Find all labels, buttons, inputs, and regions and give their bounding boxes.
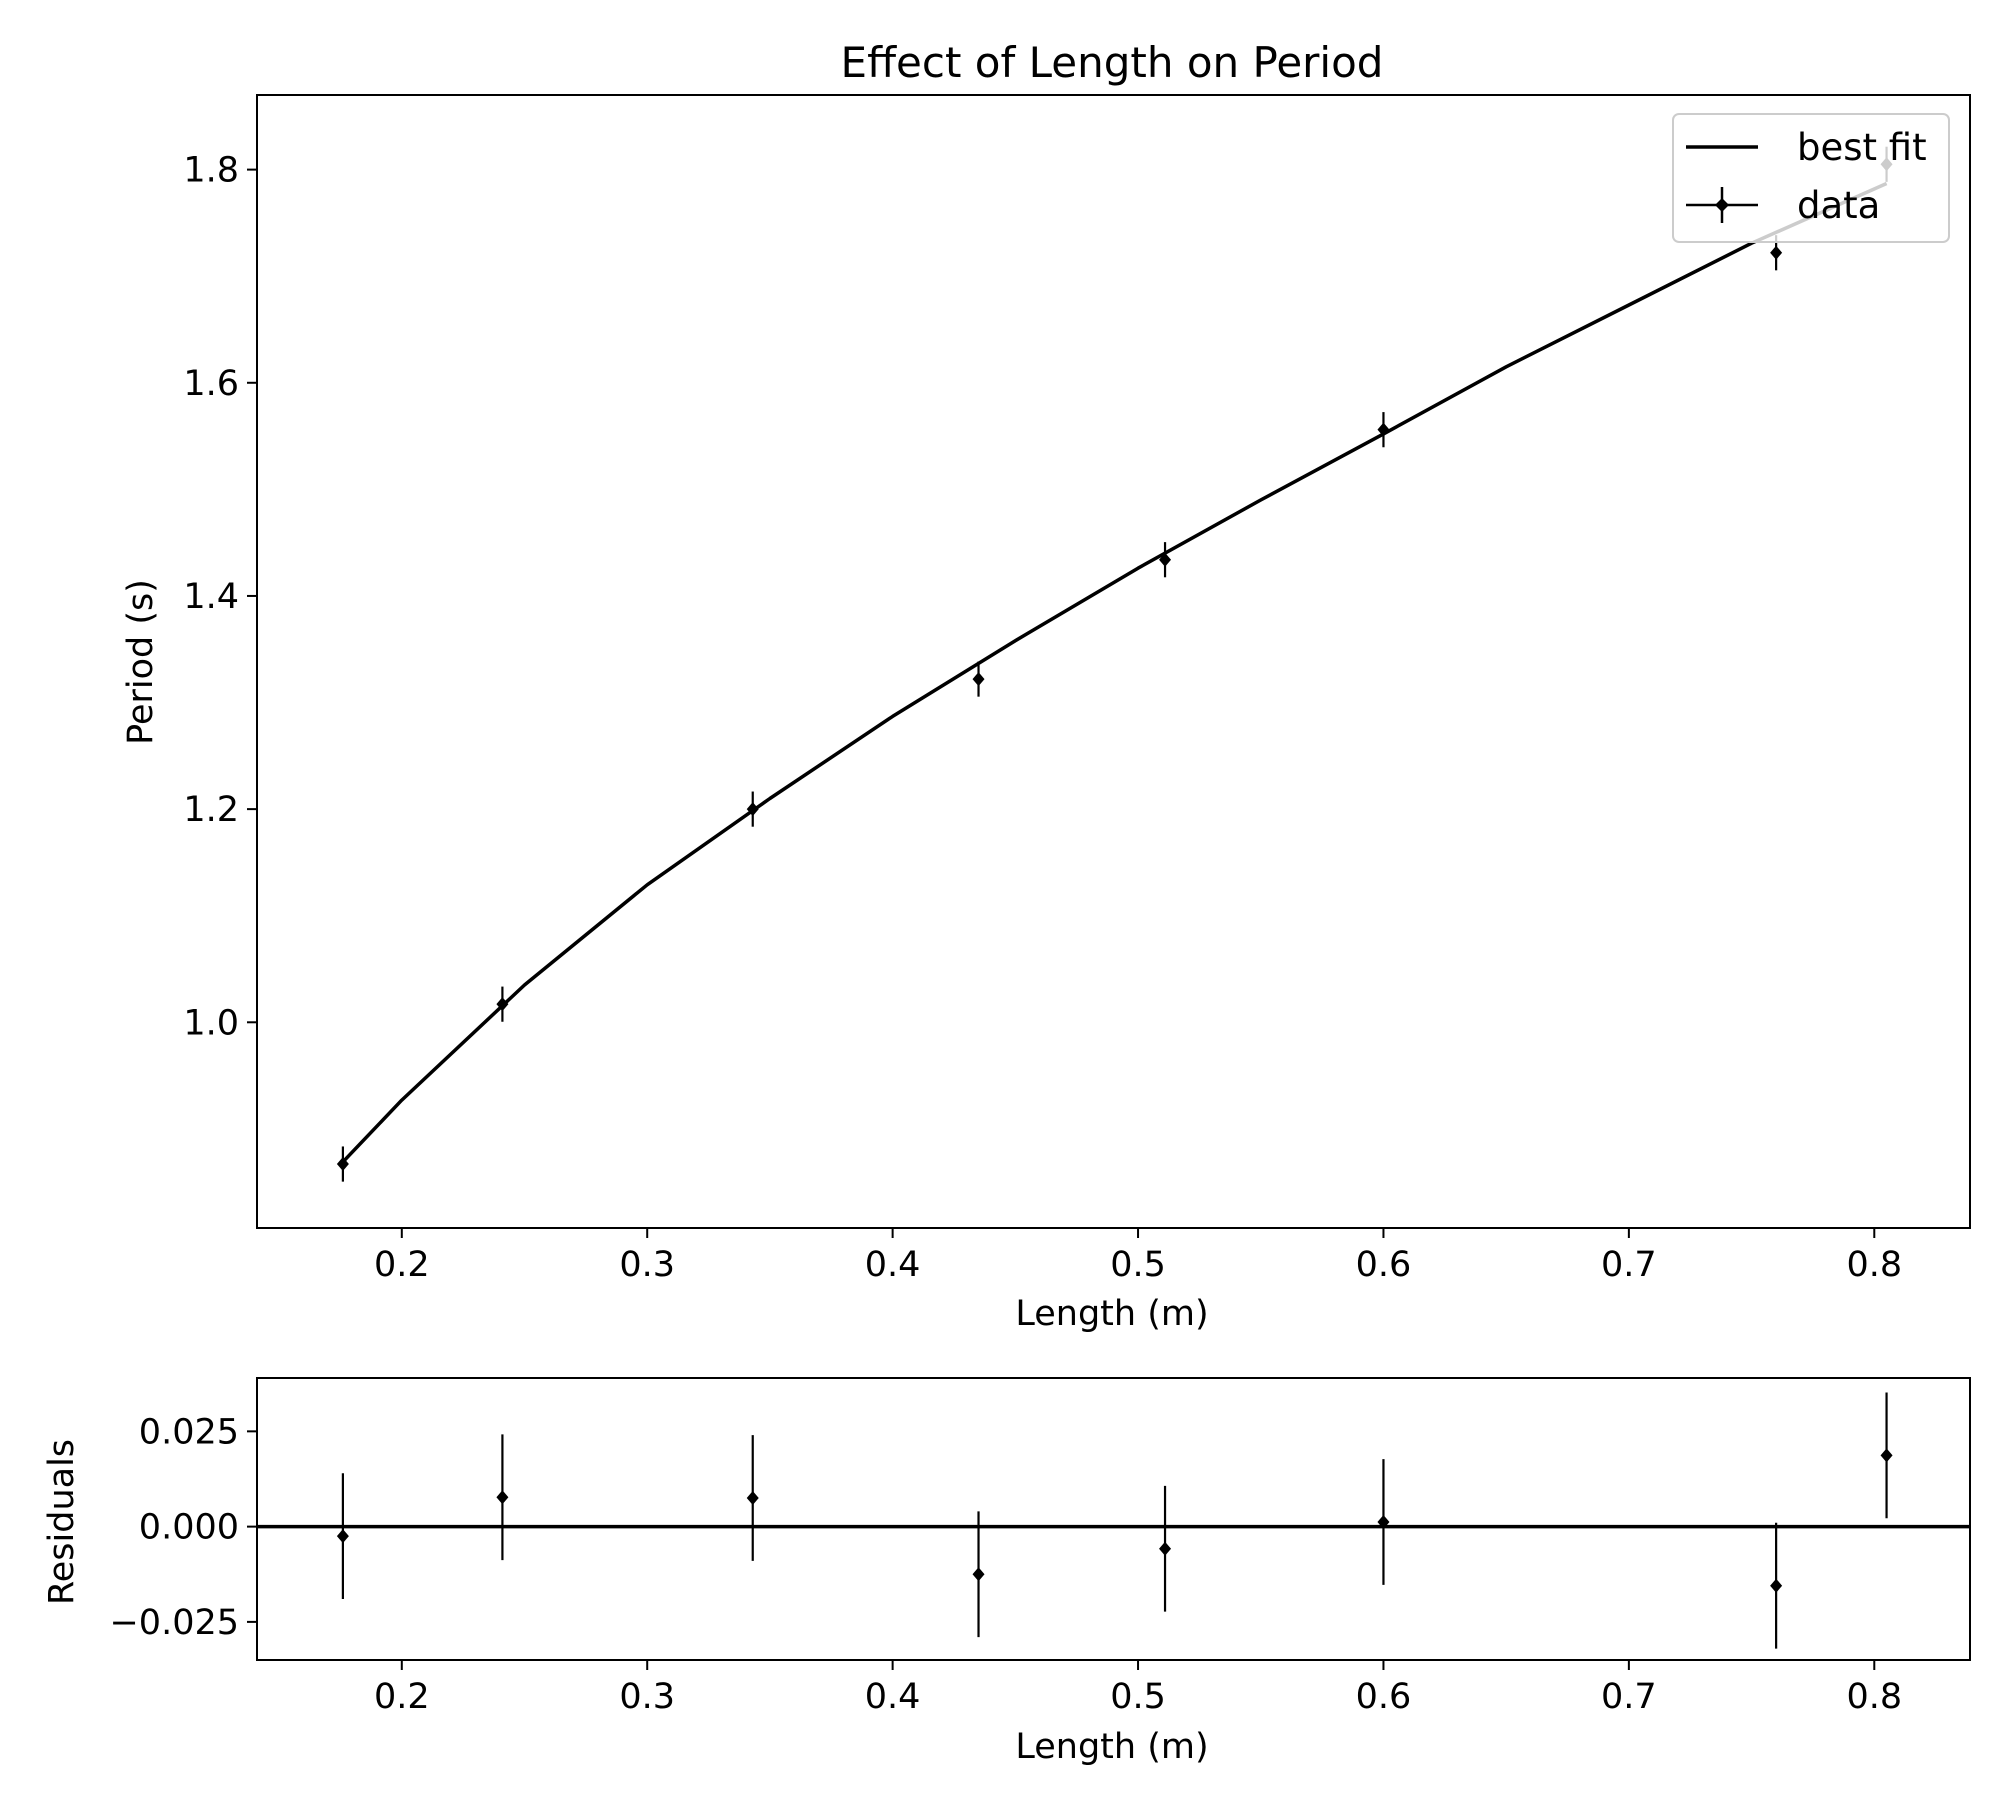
residuals-data-point — [746, 1491, 759, 1506]
main-x-tick-label: 0.4 — [865, 1245, 921, 1285]
residuals-x-tick-label: 0.8 — [1846, 1677, 1902, 1717]
main-y-tick-label: 1.8 — [183, 151, 239, 191]
residuals-x-tick-label: 0.2 — [374, 1677, 430, 1717]
main-x-tick-label: 0.8 — [1846, 1245, 1902, 1285]
main-chart-marks — [336, 146, 1893, 1182]
residuals-data-point — [336, 1529, 349, 1544]
residuals-y-tick-label: 0.000 — [139, 1508, 239, 1548]
residuals-x-tick-label: 0.5 — [1110, 1677, 1166, 1717]
main-chart-x-axis-label: Length (m) — [1015, 1294, 1208, 1334]
residuals-data-point — [1377, 1515, 1390, 1530]
residuals-chart-marks — [257, 1392, 1970, 1649]
main-x-tick-label: 0.5 — [1110, 1245, 1166, 1285]
legend-marker-swatch — [1715, 198, 1729, 212]
main-y-tick-label: 1.0 — [183, 1003, 239, 1043]
residuals-chart: 0.2 0.3 0.4 0.5 0.6 0.7 0.8 0.025 0.000 −0.025 Le… — [42, 1377, 1971, 1767]
main-x-tick-label: 0.6 — [1356, 1245, 1412, 1285]
residuals-y-tick-label: 0.025 — [139, 1412, 239, 1452]
residuals-chart-frame — [256, 1377, 1971, 1661]
main-y-tick-label: 1.2 — [183, 790, 239, 830]
main-data-point — [1159, 552, 1172, 567]
main-y-tick-label: 1.4 — [183, 577, 239, 617]
main-data-point — [1377, 422, 1390, 437]
residuals-data-point — [1770, 1578, 1783, 1593]
legend: best fit data — [1672, 113, 1950, 243]
residuals-x-tick-label: 0.7 — [1601, 1677, 1657, 1717]
residuals-data-point — [1880, 1448, 1893, 1463]
main-x-tick-label: 0.2 — [374, 1245, 430, 1285]
residuals-data-point — [972, 1567, 985, 1582]
main-data-point — [336, 1157, 349, 1172]
residuals-chart-x-axis-label: Length (m) — [1015, 1727, 1208, 1767]
main-x-tick-label: 0.7 — [1601, 1245, 1657, 1285]
main-y-tick-label: 1.6 — [183, 364, 239, 404]
residuals-x-tick-label: 0.3 — [619, 1677, 675, 1717]
residuals-x-tick-label: 0.4 — [865, 1677, 921, 1717]
main-data-point — [972, 672, 985, 687]
main-x-tick-label: 0.3 — [619, 1245, 675, 1285]
residuals-chart-y-axis-label: Residuals — [42, 1439, 82, 1605]
main-data-point — [496, 997, 509, 1012]
main-chart-y-axis-label: Period (s) — [121, 579, 161, 745]
residuals-data-point — [1159, 1541, 1172, 1556]
main-chart-ticks: 0.2 0.3 0.4 0.5 0.6 0.7 0.8 1.0 1.2 1.4 1.6 1.8 — [183, 151, 1902, 1285]
main-chart: Effect of Length on Period 0.2 0.3 0.4 0.5 0… — [121, 38, 1971, 1334]
residuals-y-tick-label: −0.025 — [109, 1603, 239, 1643]
legend-label-best-fit: best fit — [1797, 126, 1927, 169]
main-best-fit-line — [341, 181, 1888, 1164]
main-data-point — [1770, 245, 1783, 260]
residuals-x-tick-label: 0.6 — [1356, 1677, 1412, 1717]
residuals-chart-ticks: 0.2 0.3 0.4 0.5 0.6 0.7 0.8 0.025 0.000 −0.025 — [109, 1412, 1902, 1717]
main-data-point — [746, 802, 759, 817]
residuals-data-point — [496, 1490, 509, 1505]
legend-label-data: data — [1797, 184, 1880, 227]
main-chart-title: Effect of Length on Period — [841, 38, 1384, 87]
main-chart-frame — [256, 94, 1971, 1229]
